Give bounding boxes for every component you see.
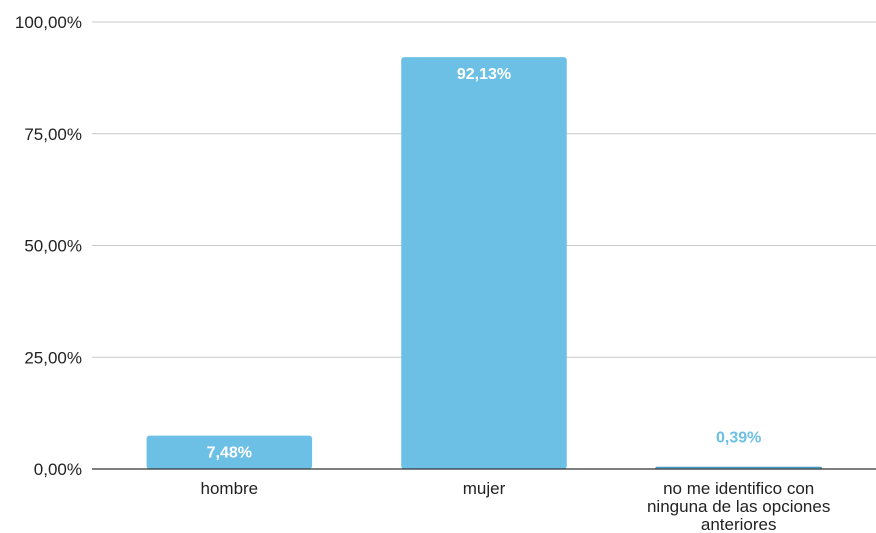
x-tick-label-line: ninguna de las opciones	[647, 497, 830, 516]
y-tick-label: 75,00%	[24, 125, 82, 144]
x-tick-label: hombre	[201, 479, 259, 498]
x-tick-label-line: mujer	[463, 479, 506, 498]
x-tick-label-line: hombre	[201, 479, 259, 498]
y-tick-label: 50,00%	[24, 237, 82, 256]
y-tick-label: 100,00%	[15, 13, 82, 32]
bar	[401, 57, 567, 470]
x-tick-label: mujer	[463, 479, 506, 498]
y-tick-label: 0,00%	[34, 460, 82, 479]
bar	[146, 435, 313, 469]
x-axis: hombre mujer no me identifico con ninguna d…	[92, 468, 876, 533]
bars	[146, 57, 822, 470]
x-tick-label-line: no me identifico con	[663, 479, 814, 498]
x-tick-label: no me identifico con ninguna de las opcio…	[647, 479, 830, 533]
data-label: 7,48%	[207, 445, 252, 462]
y-tick-label: 25,00%	[24, 348, 82, 367]
data-label: 0,39%	[716, 429, 761, 446]
x-tick-label-line: anteriores	[701, 515, 777, 533]
data-label: 92,13%	[457, 66, 511, 83]
data-labels: 7,48% 92,13% 0,39%	[207, 66, 762, 461]
y-axis: 0,00% 25,00% 50,00% 75,00% 100,00%	[15, 13, 82, 479]
